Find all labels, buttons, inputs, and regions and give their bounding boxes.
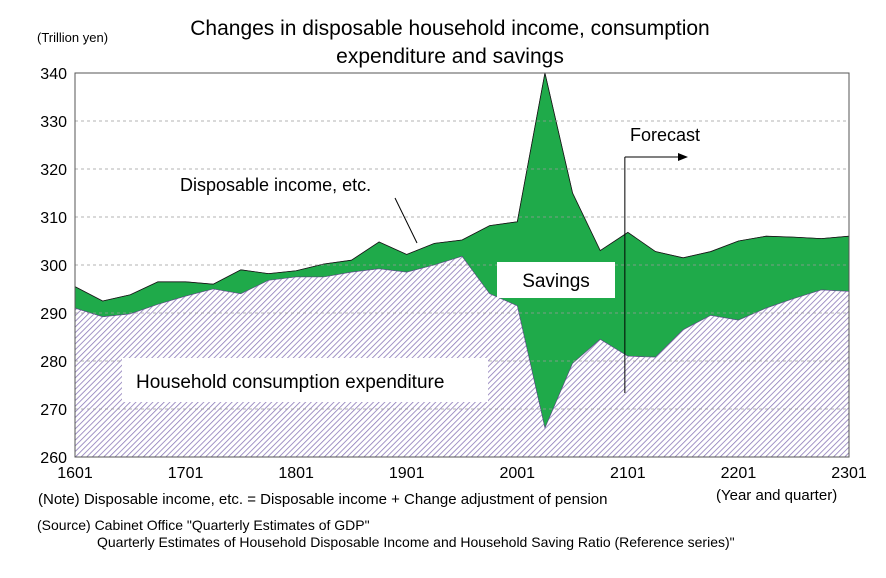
y-tick-label-330: 330 [40, 114, 67, 131]
x-tick-label-1601: 1601 [57, 465, 93, 482]
chart-title-line2: expenditure and savings [336, 45, 564, 68]
chart-title-line1: Changes in disposable household income, … [190, 17, 710, 40]
x-tick-label-2301: 2301 [831, 465, 867, 482]
consumption-label-box [122, 358, 488, 402]
y-tick-label-310: 310 [40, 210, 67, 227]
savings-label: Savings [522, 271, 590, 292]
x-tick-label-2001: 2001 [499, 465, 535, 482]
y-unit-label: (Trillion yen) [37, 30, 109, 45]
series-disposable-income-line [74, 72, 850, 302]
source-line-2: Quarterly Estimates of Household Disposa… [97, 534, 735, 550]
source-line-1: (Source) Cabinet Office "Quarterly Estim… [37, 517, 370, 533]
savings-label-box [497, 262, 615, 298]
consumption-label: Household consumption expenditure [136, 372, 444, 393]
x-tick-label-2101: 2101 [610, 465, 646, 482]
forecast-label: Forecast [630, 125, 700, 145]
plot-border [74, 72, 850, 458]
series-consumption-area [75, 256, 849, 457]
disposable-income-leader [394, 197, 418, 244]
y-tick-label-260: 260 [40, 450, 67, 467]
x-tick-label-2201: 2201 [721, 465, 757, 482]
forecast-arrow-head [678, 153, 688, 161]
y-tick-label-290: 290 [40, 306, 67, 323]
y-tick-label-270: 270 [40, 402, 67, 419]
y-tick-label-280: 280 [40, 354, 67, 371]
y-tick-label-320: 320 [40, 162, 67, 179]
series-consumption-line [74, 256, 850, 430]
disposable-income-label: Disposable income, etc. [180, 175, 371, 195]
x-tick-label-1901: 1901 [389, 465, 425, 482]
note-line: (Note) Disposable income, etc. = Disposa… [38, 491, 608, 508]
x-tick-label-1801: 1801 [278, 465, 314, 482]
y-tick-label-340: 340 [40, 66, 67, 83]
x-unit-label: (Year and quarter) [716, 487, 838, 504]
plot-area: 260 270 280 290 300 310 320 330 340 1601 1701 1801 1… [40, 66, 867, 482]
x-tick-label-1701: 1701 [168, 465, 204, 482]
y-tick-label-300: 300 [40, 258, 67, 275]
